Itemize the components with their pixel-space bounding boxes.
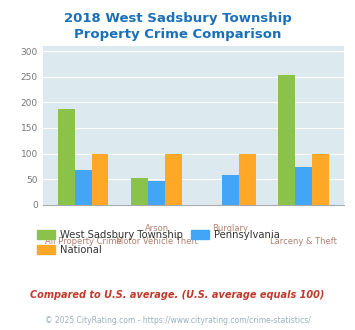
Bar — [222, 175, 239, 205]
Bar — [165, 153, 182, 205]
Bar — [131, 178, 148, 205]
Text: 2018 West Sadsbury Township
Property Crime Comparison: 2018 West Sadsbury Township Property Cri… — [64, 12, 291, 41]
Text: Arson: Arson — [144, 224, 169, 233]
Legend: West Sadsbury Township, National, Pennsylvania: West Sadsbury Township, National, Pennsy… — [33, 226, 284, 259]
Bar — [278, 75, 295, 205]
Text: Burglary: Burglary — [212, 224, 248, 233]
Bar — [92, 153, 109, 205]
Bar — [58, 109, 75, 205]
Bar — [239, 153, 256, 205]
Bar — [148, 181, 165, 205]
Text: All Property Crime: All Property Crime — [45, 237, 121, 246]
Text: Compared to U.S. average. (U.S. average equals 100): Compared to U.S. average. (U.S. average … — [30, 290, 325, 300]
Bar — [312, 153, 329, 205]
Text: © 2025 CityRating.com - https://www.cityrating.com/crime-statistics/: © 2025 CityRating.com - https://www.city… — [45, 316, 310, 325]
Text: Motor Vehicle Theft: Motor Vehicle Theft — [116, 237, 197, 246]
Text: Larceny & Theft: Larceny & Theft — [271, 237, 337, 246]
Bar — [295, 167, 312, 205]
Bar — [75, 170, 92, 205]
